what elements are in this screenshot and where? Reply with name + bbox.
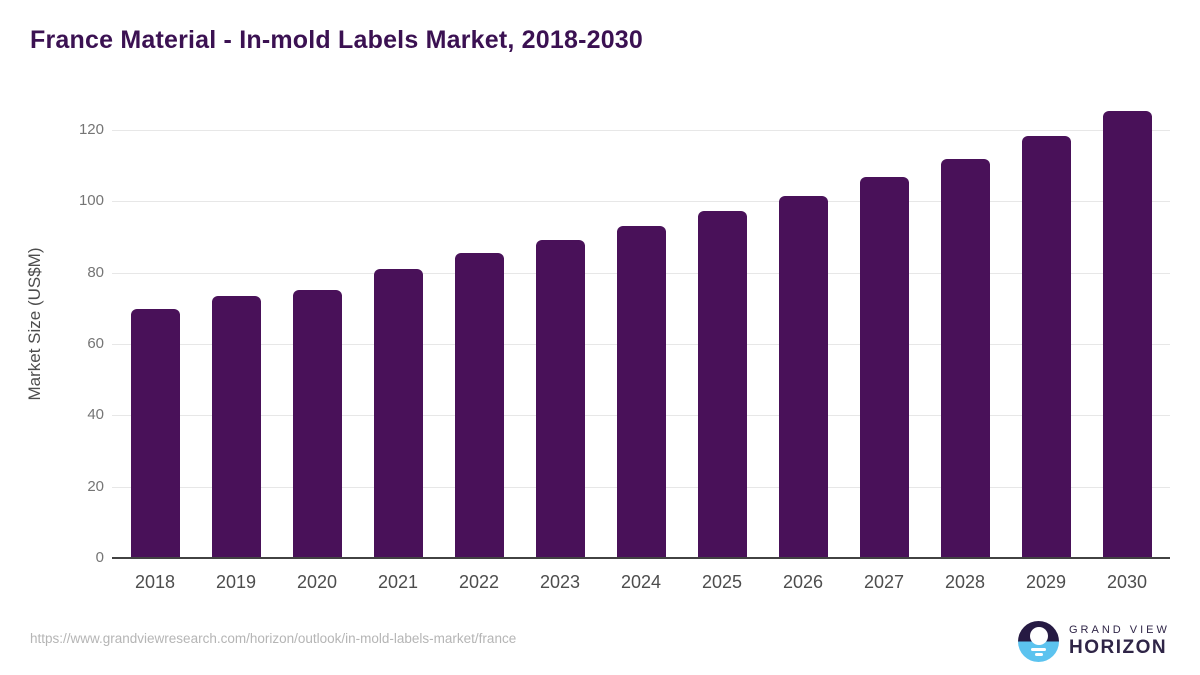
x-tick-label-2029: 2029 [1025,572,1067,592]
x-tick-label-2026: 2026 [782,572,824,592]
y-tick-label-100: 100 [78,192,104,210]
y-tick-label-120: 120 [78,120,104,138]
x-tick-label-2018: 2018 [134,572,176,592]
bar-2026 [778,195,828,558]
grand-view-horizon-logo: GRAND VIEW HORIZON [1018,621,1170,662]
bar-2019 [211,296,261,558]
horizon-sunset-logo-icon [1018,621,1059,662]
x-tick-label-2025: 2025 [701,572,743,592]
x-tick-label-2023: 2023 [539,572,581,592]
x-tick-label-2019: 2019 [215,572,257,592]
bar-2027 [859,177,909,558]
logo-sun-shape [1029,627,1048,645]
x-tick-label-2022: 2022 [458,572,500,592]
bar-2018 [130,309,180,558]
bar-2022 [454,253,504,558]
logo-wordmark: GRAND VIEW HORIZON [1069,624,1170,659]
logo-horizon-text: HORIZON [1069,637,1168,658]
gridline-120 [112,129,1170,131]
y-tick-label-80: 80 [87,263,104,281]
y-tick-label-40: 40 [87,406,104,424]
bar-2028 [940,158,990,558]
logo-reflection-dash [1034,653,1043,656]
bar-2030 [1102,111,1152,558]
y-tick-label-20: 20 [87,477,104,495]
bar-2020 [292,289,342,558]
bar-2025 [697,211,747,558]
logo-grand-view-text: GRAND VIEW [1069,624,1170,636]
y-tick-label-0: 0 [95,549,104,566]
logo-reflection-dash [1031,648,1046,651]
x-axis-line [112,557,1170,559]
x-tick-label-2021: 2021 [377,572,419,592]
x-tick-label-2030: 2030 [1106,572,1148,592]
source-url-text: https://www.grandviewresearch.com/horizo… [30,631,517,646]
page-title: France Material - In-mold Labels Market,… [30,26,644,54]
x-tick-label-2024: 2024 [620,572,662,592]
y-tick-label-60: 60 [87,334,104,352]
gridline-100 [112,201,1170,203]
bar-chart-plot-area: Market Size (US$M) 0 20 40 60 80 100 120 2018 20… [25,90,1170,592]
x-tick-label-2028: 2028 [944,572,986,592]
bar-2021 [373,269,423,558]
bar-2023 [535,240,585,558]
y-axis-title: Market Size (US$M) [25,247,44,401]
x-tick-label-2020: 2020 [296,572,338,592]
x-tick-label-2027: 2027 [863,572,905,592]
bar-2029 [1021,136,1071,558]
bar-2024 [616,226,666,558]
